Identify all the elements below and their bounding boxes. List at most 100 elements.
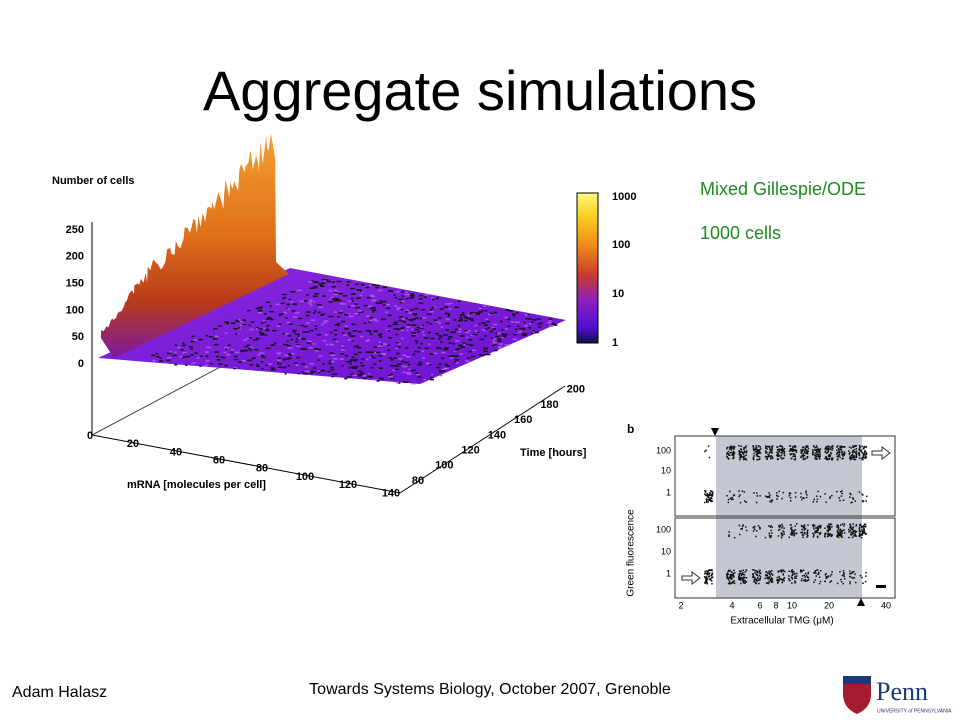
speckle: [498, 346, 502, 348]
dot: [807, 447, 810, 450]
dot: [858, 449, 861, 451]
speckle: [415, 328, 419, 331]
dot: [819, 526, 822, 528]
dot: [755, 445, 757, 447]
dot: [756, 451, 759, 453]
speckle: [524, 325, 528, 327]
dot: [848, 450, 850, 452]
dot: [859, 524, 861, 527]
dot: [792, 449, 795, 451]
dot: [732, 494, 735, 497]
speckle: [443, 348, 449, 351]
dot: [776, 576, 779, 579]
dot: [776, 494, 778, 497]
dot: [814, 570, 817, 572]
speckle: [355, 307, 360, 309]
dot: [780, 569, 783, 572]
dot: [740, 454, 742, 456]
speckle: [396, 381, 399, 384]
speckle: [370, 295, 375, 298]
speckle: [351, 300, 354, 302]
dot: [732, 576, 735, 578]
speckle: [282, 297, 285, 300]
speckle: [305, 314, 310, 317]
dot: [794, 577, 796, 579]
dot: [841, 454, 843, 456]
dot: [854, 500, 856, 502]
dot: [752, 458, 755, 461]
speckle: [464, 320, 468, 322]
speckle: [412, 318, 416, 320]
inset-y-tick-label: 100: [656, 445, 671, 455]
speckle: [310, 370, 313, 373]
speckle: [247, 347, 252, 350]
dot: [806, 494, 808, 496]
dot: [838, 450, 841, 453]
speckle: [351, 366, 354, 368]
speckle: [412, 332, 417, 334]
dot: [744, 571, 746, 573]
speckle: [179, 356, 183, 358]
speckle: [304, 366, 309, 368]
dot: [841, 453, 843, 455]
dot: [777, 580, 779, 583]
dot: [841, 574, 844, 577]
speckle: [387, 325, 392, 327]
dot: [848, 528, 850, 531]
dot: [788, 536, 790, 539]
dot: [744, 579, 746, 582]
dot: [741, 525, 744, 528]
dot: [848, 531, 850, 533]
speckle: [368, 321, 372, 323]
surface-texture: [151, 278, 558, 385]
dot: [858, 535, 861, 538]
speckle: [465, 336, 469, 339]
dot: [739, 533, 741, 536]
dot: [806, 446, 809, 448]
dot: [849, 581, 851, 583]
dot: [805, 452, 807, 455]
dot: [752, 445, 754, 447]
speckle: [317, 371, 321, 374]
speckle: [255, 307, 261, 310]
dot: [781, 534, 784, 536]
dot: [755, 535, 757, 538]
dot: [816, 529, 819, 531]
dot: [861, 526, 863, 528]
speckle: [522, 333, 528, 335]
dot: [804, 452, 806, 454]
dot: [863, 447, 865, 449]
speckle: [401, 318, 406, 320]
dot: [778, 579, 780, 582]
dot: [771, 456, 773, 458]
dot: [755, 570, 758, 572]
dot: [741, 490, 744, 492]
dot: [730, 448, 733, 450]
speckle: [381, 300, 387, 303]
dot: [855, 448, 858, 450]
dot: [860, 524, 862, 527]
dot: [789, 445, 792, 447]
dot: [729, 574, 732, 576]
dot: [831, 446, 833, 448]
dot: [800, 571, 802, 573]
speckle: [478, 323, 481, 325]
speckle: [342, 295, 348, 297]
marker: [711, 428, 719, 436]
dot: [788, 570, 790, 573]
speckle: [412, 353, 416, 356]
speckle: [284, 333, 289, 335]
dot: [709, 498, 711, 500]
dot: [803, 529, 805, 531]
speckle: [492, 342, 498, 344]
dot: [836, 455, 838, 458]
dot: [848, 446, 851, 448]
speckle: [226, 354, 231, 356]
dot: [752, 574, 754, 577]
dot: [754, 578, 757, 581]
y-tick-label: 200: [567, 384, 585, 396]
dot: [704, 491, 707, 493]
dot: [740, 445, 742, 447]
speckle: [342, 332, 345, 335]
dot: [828, 529, 830, 532]
